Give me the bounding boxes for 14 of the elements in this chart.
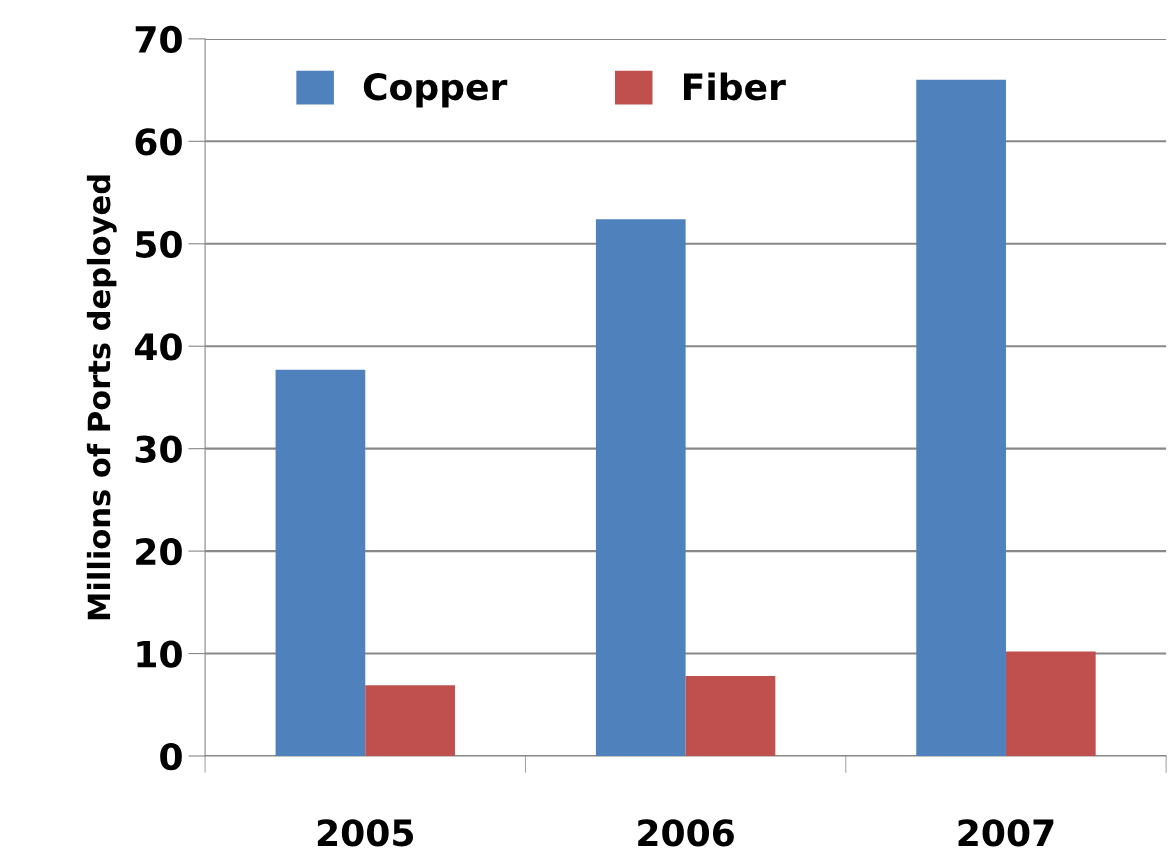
y-tick-label: 10	[137, 640, 182, 668]
y-tick-label: 50	[136, 230, 182, 258]
legend-label: Copper	[363, 73, 508, 108]
y-axis-title: Millions of Ports deployed	[86, 175, 117, 620]
x-tick-label: 2006	[638, 819, 734, 847]
x-tick-label: 2005	[317, 819, 413, 847]
legend-label: Fiber	[684, 72, 786, 101]
y-tick-label: 0	[160, 742, 182, 771]
y-tick-label: 60	[135, 128, 182, 156]
y-tick-label: 20	[136, 538, 182, 566]
x-tick-label: 2007	[958, 819, 1054, 847]
y-tick-label: 40	[134, 333, 182, 361]
y-tick-label: 70	[135, 25, 182, 54]
y-tick-label: 30	[135, 435, 182, 463]
